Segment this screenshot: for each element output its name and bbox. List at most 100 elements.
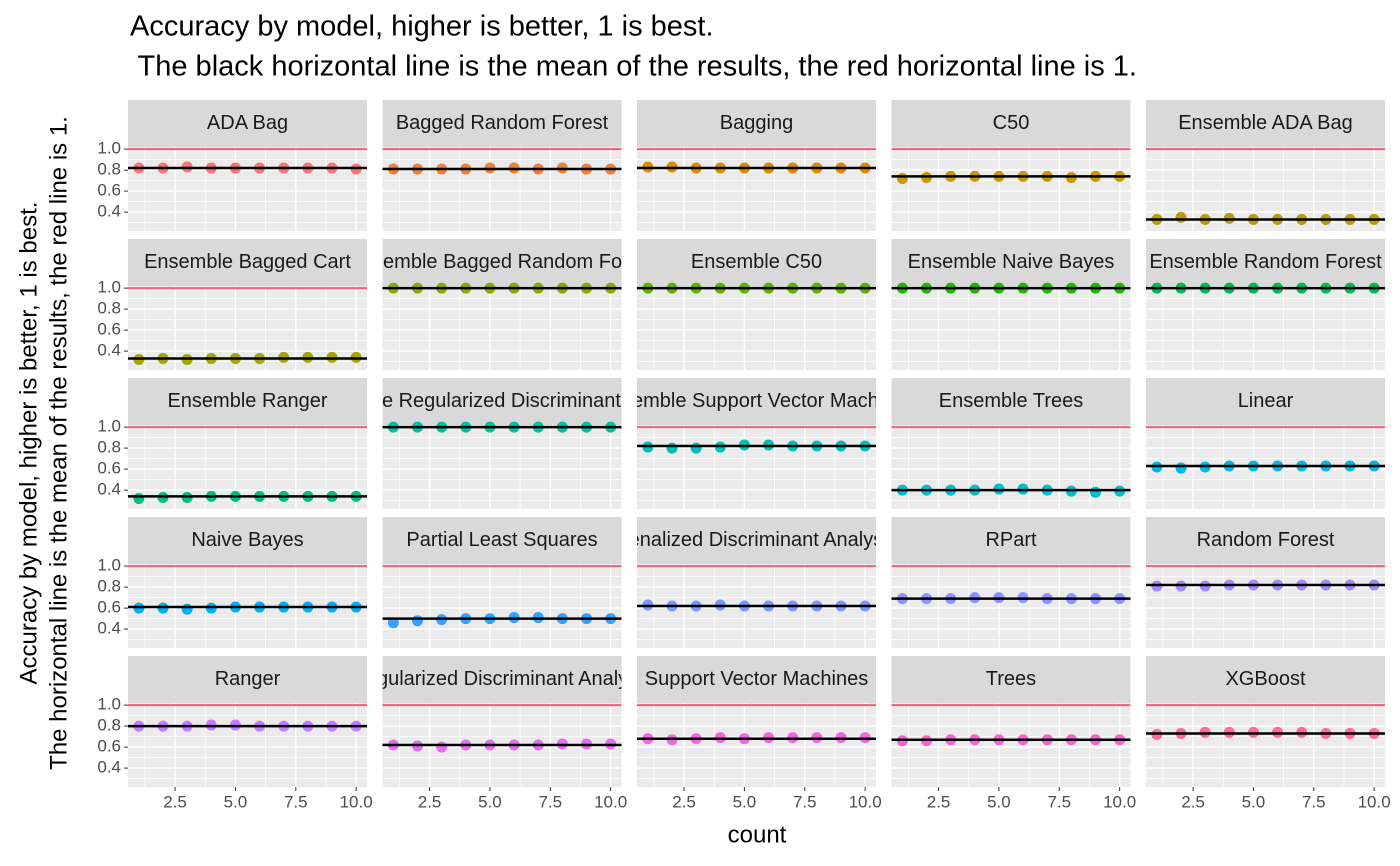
facet-strip	[637, 239, 876, 286]
facet-title: Ensemble Ranger	[167, 390, 327, 412]
x-tick-label: 7.5	[793, 792, 817, 811]
x-tick-label: 5.0	[224, 792, 248, 811]
x-tick-label: 5.0	[987, 792, 1011, 811]
facet-strip	[891, 100, 1131, 147]
facet-title: Random Forest	[1197, 529, 1335, 551]
panel-background	[128, 147, 367, 231]
point	[690, 442, 702, 454]
facet-title: Penalized Discriminant Analysis	[615, 529, 897, 551]
panel-background	[637, 147, 876, 231]
point	[1089, 486, 1101, 498]
facet-title: Partial Least Squares	[406, 529, 597, 551]
facet-strip	[637, 100, 876, 147]
x-tick-label: 5.0	[733, 792, 757, 811]
panel	[1146, 147, 1385, 231]
y-tick-label: 0.4	[97, 341, 121, 360]
x-tick-label: 7.5	[1302, 792, 1326, 811]
y-tick-label: 0.8	[97, 716, 121, 735]
panel	[128, 425, 367, 509]
panel-background	[1146, 564, 1385, 648]
point	[436, 741, 448, 753]
facet-strip	[128, 378, 367, 425]
facet-strip	[637, 378, 876, 425]
facet-title: Ensemble Random Forest	[1149, 251, 1382, 273]
facet-strip	[637, 517, 876, 564]
panel-background	[382, 564, 622, 648]
x-tick-label: 10.0	[1358, 792, 1391, 811]
y-tick-label: 1.0	[97, 695, 121, 714]
facet-strip	[1146, 517, 1385, 564]
facet-strip	[382, 100, 622, 147]
panel-background	[891, 703, 1131, 787]
chart-title: Accuracy by model, higher is better, 1 i…	[130, 11, 714, 43]
y-axis-label: The horizontal line is the mean of the r…	[45, 116, 72, 770]
panel-background	[637, 286, 876, 370]
panel-background	[637, 425, 876, 509]
point	[896, 173, 908, 184]
facet-title: Ensemble Regularized Discriminant Analys…	[304, 390, 700, 412]
facet-strip	[1146, 239, 1385, 286]
facet-title: Regularized Discriminant Analysis	[351, 668, 652, 690]
y-tick-label: 0.8	[97, 299, 121, 318]
y-tick-label: 1.0	[97, 278, 121, 297]
y-tick-label: 0.4	[97, 202, 121, 221]
facet-title: Ranger	[215, 668, 281, 690]
facet-strip	[637, 656, 876, 703]
x-tick-label: 10.0	[849, 792, 882, 811]
x-tick-label: 10.0	[340, 792, 373, 811]
panel-background	[891, 286, 1131, 370]
y-tick-label: 0.8	[97, 160, 121, 179]
facet-strip	[128, 239, 367, 286]
point	[412, 615, 424, 627]
facet-strip	[1146, 100, 1385, 147]
facet-title: C50	[993, 112, 1030, 134]
panel	[1146, 703, 1385, 787]
x-tick-label: 2.5	[927, 792, 951, 811]
facet-strip	[382, 378, 622, 425]
panel-background	[128, 703, 367, 787]
facet-strip	[891, 239, 1131, 286]
y-tick-label: 0.4	[97, 758, 121, 777]
y-tick-label: 0.6	[97, 459, 121, 478]
facet-title: XGBoost	[1225, 668, 1305, 690]
panel	[128, 147, 367, 231]
x-tick-label: 2.5	[163, 792, 187, 811]
point	[666, 442, 678, 454]
facet-title: Ensemble C50	[691, 251, 822, 273]
facet-strip	[382, 239, 622, 286]
x-tick-label: 2.5	[418, 792, 442, 811]
facet-title: Ensemble Naive Bayes	[908, 251, 1115, 273]
facet-strip	[891, 517, 1131, 564]
x-tick-label: 2.5	[1181, 792, 1205, 811]
facet-strip	[382, 517, 622, 564]
point	[181, 603, 193, 615]
panel	[128, 703, 367, 787]
y-tick-label: 0.8	[97, 438, 121, 457]
panel	[382, 703, 622, 787]
x-tick-label: 2.5	[672, 792, 696, 811]
facet-strip	[1146, 656, 1385, 703]
chart-title: The black horizontal line is the mean of…	[130, 51, 1137, 83]
facet-title: Trees	[986, 668, 1036, 690]
y-tick-label: 1.0	[97, 417, 121, 436]
y-tick-label: 0.6	[97, 737, 121, 756]
panel-background	[382, 286, 622, 370]
panel-background	[637, 703, 876, 787]
panel	[891, 147, 1131, 231]
facet-strip	[128, 656, 367, 703]
y-tick-label: 0.6	[97, 320, 121, 339]
y-axis-label: Accuracy by model, higher is better, 1 i…	[15, 202, 42, 685]
panel-background	[1146, 286, 1385, 370]
y-tick-label: 1.0	[97, 556, 121, 575]
panel-background	[1146, 703, 1385, 787]
x-tick-label: 10.0	[594, 792, 627, 811]
facet-title: Ensemble Bagged Random Forest	[349, 251, 656, 273]
y-tick-label: 0.4	[97, 619, 121, 638]
facet-title: Naive Bayes	[191, 529, 303, 551]
point	[1175, 211, 1187, 223]
point	[133, 493, 145, 504]
y-tick-label: 1.0	[97, 139, 121, 158]
panel-background	[891, 564, 1131, 648]
y-tick-label: 0.6	[97, 181, 121, 200]
